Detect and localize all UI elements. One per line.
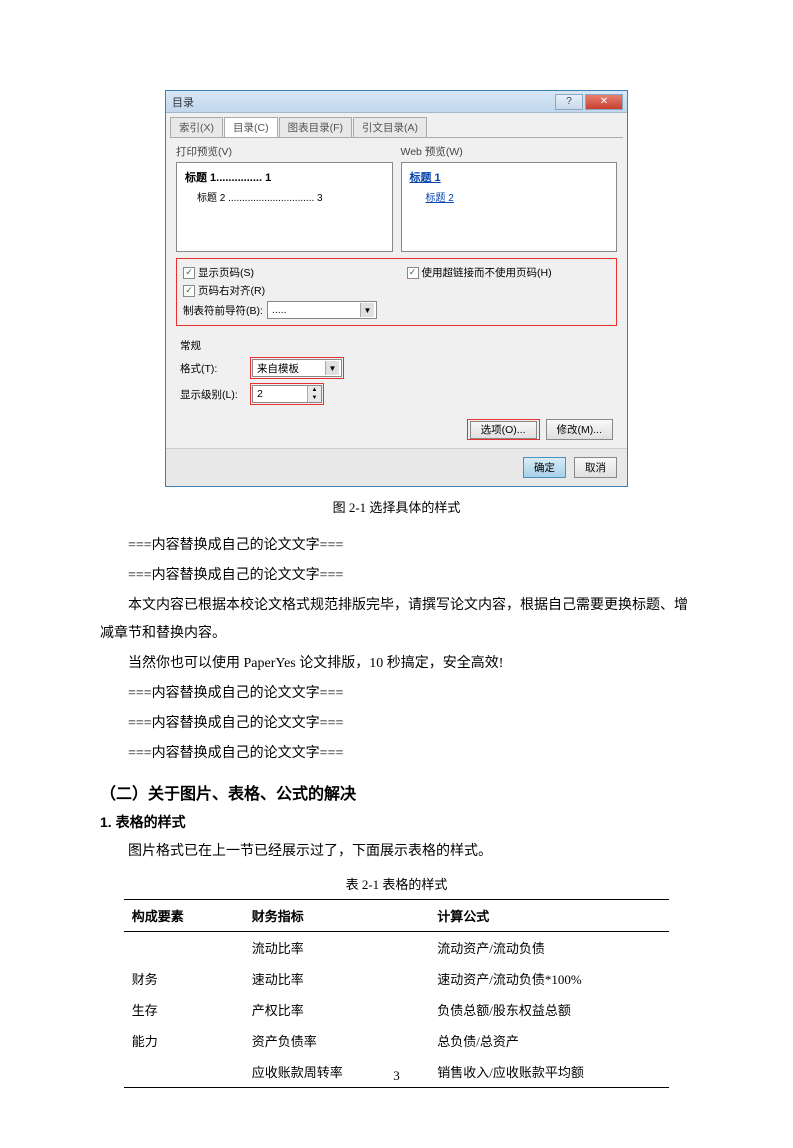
table-cell: 资产负债率: [244, 1025, 429, 1056]
checkbox-icon: ✓: [407, 267, 419, 279]
table-header: 财务指标: [244, 900, 429, 932]
modify-button[interactable]: 修改(M)...: [546, 419, 614, 440]
table-header: 构成要素: [124, 900, 244, 932]
table-cell: 能力: [124, 1025, 244, 1056]
body-text: 本文内容已根据本校论文格式规范排版完毕，请撰写论文内容，根据自己需要更换标题、增…: [100, 592, 693, 648]
data-table: 构成要素 财务指标 计算公式 流动比率 流动资产/流动负债 财务 速动比率 速动…: [124, 899, 670, 1088]
dropdown-value: 来自模板: [257, 361, 299, 376]
table-row: 财务 速动比率 速动资产/流动负债*100%: [124, 963, 670, 994]
preview-link: 标题 1: [410, 169, 609, 185]
up-icon[interactable]: ▲: [308, 386, 321, 394]
table-cell: 生存: [124, 994, 244, 1025]
heading-2: （二）关于图片、表格、公式的解决: [100, 780, 693, 804]
table-cell: 流动比率: [244, 932, 429, 964]
body-text: ===内容替换成自己的论文文字===: [100, 710, 693, 738]
dropdown-value: .....: [272, 304, 287, 316]
cancel-button[interactable]: 取消: [574, 457, 617, 478]
highlighted-options: ✓ 显示页码(S) ✓ 页码右对齐(R) 制表符前导符(B): ..... ▼: [176, 258, 617, 326]
table-row: 能力 资产负债率 总负债/总资产: [124, 1025, 670, 1056]
checkbox-icon: ✓: [183, 285, 195, 297]
table-cell: 财务: [124, 963, 244, 994]
body-text: ===内容替换成自己的论文文字===: [100, 562, 693, 590]
table-cell: 产权比率: [244, 994, 429, 1025]
preview-line: 标题 1............... 1: [185, 169, 384, 185]
checkbox-right-align[interactable]: ✓ 页码右对齐(R): [183, 283, 387, 298]
tab-toc[interactable]: 目录(C): [224, 117, 278, 137]
preview-link: 标题 2: [426, 193, 454, 204]
web-preview-box: 标题 1 标题 2: [401, 162, 618, 252]
dialog-titlebar: 目录 ? ✕: [166, 91, 627, 113]
checkbox-label: 显示页码(S): [198, 265, 254, 280]
dialog-screenshot: 目录 ? ✕ 索引(X) 目录(C) 图表目录(F) 引文目录(A) 打印预览(…: [100, 90, 693, 487]
body-text: ===内容替换成自己的论文文字===: [100, 680, 693, 708]
body-text: ===内容替换成自己的论文文字===: [100, 532, 693, 560]
format-label: 格式(T):: [180, 361, 242, 376]
checkbox-hyperlink[interactable]: ✓ 使用超链接而不使用页码(H): [407, 265, 611, 280]
checkbox-icon: ✓: [183, 267, 195, 279]
table-cell: 负债总额/股东权益总额: [429, 994, 669, 1025]
body-text: 当然你也可以使用 PaperYes 论文排版，10 秒搞定，安全高效!: [100, 650, 693, 678]
checkbox-label: 使用超链接而不使用页码(H): [422, 265, 552, 280]
table-cell: 总负债/总资产: [429, 1025, 669, 1056]
leader-label: 制表符前导符(B):: [183, 303, 263, 318]
print-preview-label: 打印预览(V): [176, 144, 393, 159]
web-preview-label: Web 预览(W): [401, 144, 618, 159]
chevron-down-icon: ▼: [360, 303, 374, 317]
table-cell: 速动比率: [244, 963, 429, 994]
options-button[interactable]: 选项(O)...: [470, 421, 537, 439]
tab-strip: 索引(X) 目录(C) 图表目录(F) 引文目录(A): [170, 117, 623, 138]
down-icon[interactable]: ▼: [308, 394, 321, 402]
table-cell: 速动资产/流动负债*100%: [429, 963, 669, 994]
close-button[interactable]: ✕: [585, 94, 623, 110]
leader-dropdown[interactable]: ..... ▼: [267, 301, 377, 319]
level-label: 显示级别(L):: [180, 387, 242, 402]
checkbox-show-page[interactable]: ✓ 显示页码(S): [183, 265, 387, 280]
body-text: ===内容替换成自己的论文文字===: [100, 740, 693, 768]
body-text: 图片格式已在上一节已经展示过了，下面展示表格的样式。: [100, 838, 693, 866]
table-row: 生存 产权比率 负债总额/股东权益总额: [124, 994, 670, 1025]
page-number: 3: [0, 1068, 793, 1084]
print-preview-box: 标题 1............... 1 标题 2 .............…: [176, 162, 393, 252]
preview-line: 标题 2 ............................... 3: [197, 189, 384, 204]
spinner-value: 2: [257, 388, 263, 400]
chevron-down-icon: ▼: [325, 361, 339, 375]
table-header-row: 构成要素 财务指标 计算公式: [124, 900, 670, 932]
tab-figure[interactable]: 图表目录(F): [279, 117, 352, 137]
table-cell: [124, 932, 244, 964]
format-dropdown[interactable]: 来自模板 ▼: [252, 359, 342, 377]
figure-caption: 图 2-1 选择具体的样式: [100, 497, 693, 516]
checkbox-label: 页码右对齐(R): [198, 283, 265, 298]
help-button[interactable]: ?: [555, 94, 583, 110]
tab-citation[interactable]: 引文目录(A): [353, 117, 427, 137]
table-row: 流动比率 流动资产/流动负债: [124, 932, 670, 964]
level-spinner[interactable]: 2 ▲▼: [252, 385, 322, 403]
tab-index[interactable]: 索引(X): [170, 117, 223, 137]
table-caption: 表 2-1 表格的样式: [100, 874, 693, 893]
ok-button[interactable]: 确定: [523, 457, 566, 478]
dialog-title: 目录: [172, 94, 194, 110]
heading-3: 1. 表格的样式: [100, 812, 693, 832]
general-label: 常规: [180, 338, 613, 353]
table-cell: 流动资产/流动负债: [429, 932, 669, 964]
table-header: 计算公式: [429, 900, 669, 932]
